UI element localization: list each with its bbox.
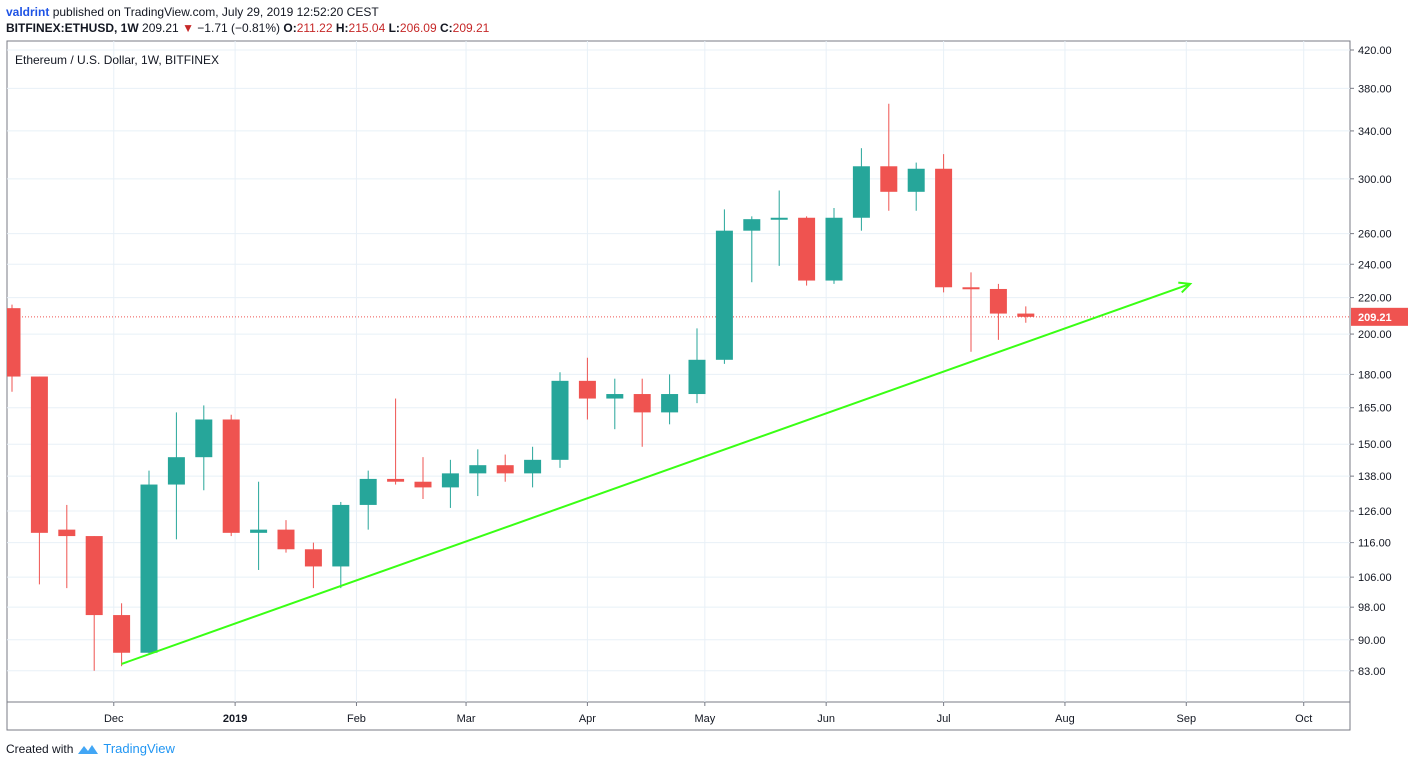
candle-body	[551, 380, 569, 460]
low-label: L:	[388, 21, 400, 35]
candle-body	[414, 481, 432, 488]
y-tick-label: 260.00	[1358, 229, 1392, 241]
y-tick-label: 165.00	[1358, 403, 1392, 415]
y-tick-label: 200.00	[1358, 329, 1392, 341]
open-value: 211.22	[296, 21, 333, 35]
y-tick-label: 106.00	[1358, 572, 1392, 584]
candle-body	[359, 478, 377, 505]
candle-body	[58, 529, 76, 537]
candle-body	[195, 419, 213, 458]
ohlc-line: BITFINEX:ETHUSD, 1W 209.21 ▼ −1.71 (−0.8…	[6, 20, 489, 36]
candle-body	[880, 166, 898, 192]
tradingview-brand[interactable]: TradingView	[103, 741, 175, 756]
candle-body	[441, 473, 459, 488]
last-price: 209.21	[142, 21, 179, 35]
y-tick-label: 420.00	[1358, 45, 1392, 57]
x-tick-label: Oct	[1295, 713, 1312, 725]
y-tick-label: 138.00	[1358, 471, 1392, 483]
x-tick-label: Dec	[104, 713, 124, 725]
candle-body	[140, 484, 158, 653]
high-label: H:	[335, 21, 349, 35]
change-value: −1.71 (−0.81%)	[197, 21, 281, 35]
candle-body	[688, 359, 706, 395]
candle-body	[633, 394, 651, 413]
candle-body	[989, 288, 1007, 314]
candle-body	[387, 478, 405, 482]
candle-body	[907, 168, 925, 192]
low-value: 206.09	[399, 21, 437, 35]
y-tick-label: 83.00	[1358, 666, 1386, 678]
candle-body	[935, 168, 953, 288]
x-tick-label: 2019	[223, 713, 247, 725]
chart-title: Ethereum / U.S. Dollar, 1W, BITFINEX	[15, 53, 219, 67]
candle-body	[222, 419, 240, 533]
y-tick-label: 90.00	[1358, 635, 1386, 647]
candle-body	[7, 308, 21, 377]
x-tick-label: Aug	[1055, 713, 1075, 725]
close-value: 209.21	[452, 21, 490, 35]
author-link[interactable]: valdrint	[6, 5, 50, 19]
candle-body	[962, 287, 980, 290]
x-tick-label: Apr	[579, 713, 596, 725]
candle-body	[798, 217, 816, 281]
candle-body	[167, 457, 185, 485]
open-label: O:	[283, 21, 297, 35]
y-tick-label: 300.00	[1358, 174, 1392, 186]
y-tick-label: 220.00	[1358, 293, 1392, 305]
footer: Created with TradingView	[6, 741, 175, 756]
high-value: 215.04	[348, 21, 386, 35]
candle-body	[250, 529, 268, 533]
y-tick-label: 340.00	[1358, 126, 1392, 138]
chart-header: valdrint published on TradingView.com, J…	[6, 4, 489, 36]
trendline	[121, 282, 1191, 665]
y-tick-label: 126.00	[1358, 506, 1392, 518]
symbol-label: BITFINEX:ETHUSD, 1W	[6, 21, 139, 35]
created-with-text: Created with	[6, 741, 74, 756]
plot-layer	[7, 103, 1350, 671]
candle-body	[661, 394, 679, 413]
candle-body	[1017, 313, 1035, 317]
last-price-tag-label: 209.21	[1358, 312, 1392, 324]
published-text: published on TradingView.com, July 29, 2…	[52, 5, 379, 19]
candle-body	[277, 529, 295, 550]
candle-body	[852, 166, 870, 218]
down-arrow-icon: ▼	[182, 21, 194, 35]
x-tick-label: Jun	[817, 713, 835, 725]
y-tick-label: 116.00	[1358, 538, 1391, 550]
chart-frame	[6, 40, 1351, 731]
candle-body	[332, 504, 350, 567]
y-tick-label: 98.00	[1358, 602, 1386, 614]
x-tick-label: Sep	[1176, 713, 1196, 725]
x-tick-label: May	[694, 713, 715, 725]
candle-body	[496, 465, 514, 474]
candle-body	[30, 376, 48, 533]
y-tick-label: 240.00	[1358, 259, 1392, 271]
last-price-tag	[1351, 307, 1408, 326]
candle-body	[825, 217, 843, 281]
candle-body	[304, 549, 322, 567]
candle-body	[578, 380, 596, 399]
tradingview-logo-icon	[78, 744, 99, 754]
candle-body	[469, 465, 487, 474]
candle-body	[85, 536, 103, 616]
y-tick-label: 180.00	[1358, 369, 1392, 381]
candle-body	[770, 217, 788, 220]
x-tick-label: Feb	[347, 713, 366, 725]
y-tick-label: 380.00	[1358, 83, 1392, 95]
close-label: C:	[439, 21, 453, 35]
y-tick-label: 150.00	[1358, 439, 1392, 451]
candle-body	[606, 394, 624, 399]
trendline-arrowhead	[1178, 281, 1193, 294]
candle-body	[715, 230, 733, 360]
candle-body	[743, 219, 761, 231]
publish-line: valdrint published on TradingView.com, J…	[6, 4, 489, 20]
candle-body	[113, 615, 131, 653]
candle-body	[524, 459, 542, 474]
x-tick-label: Mar	[457, 713, 476, 725]
x-tick-label: Jul	[937, 713, 951, 725]
